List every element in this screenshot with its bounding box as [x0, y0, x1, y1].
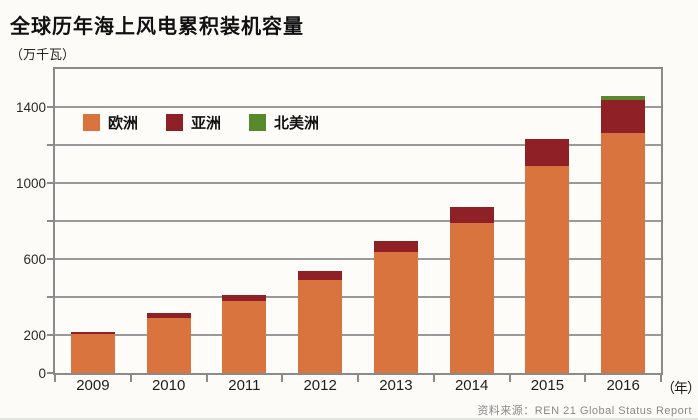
x-tick-2	[205, 375, 208, 382]
legend-label-north-america: 北美洲	[274, 115, 320, 132]
page-bottom-divider	[0, 418, 698, 420]
x-axis-label-2015: 2015	[530, 377, 565, 394]
x-axis-label-2014: 2014	[454, 377, 489, 394]
x-tick-7	[584, 375, 587, 382]
x-tick-3	[281, 375, 284, 382]
x-axis-label-2012: 2012	[303, 377, 337, 394]
y-axis-label-600: 600	[23, 251, 46, 267]
bar-2010-asia	[146, 313, 191, 318]
bar-2016-asia	[601, 100, 646, 133]
legend-entry-europe: 欧洲	[83, 112, 138, 133]
gridline-1000	[55, 182, 661, 184]
bar-2014-asia	[449, 206, 494, 223]
legend-swatch-north-america	[249, 114, 267, 131]
y-axis-label-1000: 1000	[15, 175, 46, 191]
bar-2011-asia	[222, 295, 267, 301]
legend-swatch-asia	[166, 114, 184, 131]
gridline-800	[55, 220, 661, 222]
legend-label-europe: 欧洲	[108, 115, 139, 132]
y-tick-600	[47, 258, 55, 260]
x-tick-5	[432, 375, 435, 382]
chart-title: 全球历年海上风电累积装机容量	[10, 16, 304, 38]
x-axis-label-2010: 2010	[151, 377, 186, 394]
y-tick-800	[47, 220, 55, 222]
bar-2012-europe	[298, 279, 343, 373]
bar-2015-asia	[525, 139, 570, 166]
bar-2012-asia	[298, 271, 343, 280]
y-axis-unit-label: （万千瓦）	[10, 47, 76, 62]
gridline-200	[55, 334, 661, 336]
legend: 欧洲 亚洲 北美洲	[83, 112, 319, 133]
x-axis-year-label: （年）	[661, 380, 698, 396]
y-axis-label-0: 0	[38, 365, 46, 381]
x-tick-0	[54, 375, 56, 382]
bar-2009-europe	[70, 334, 115, 373]
legend-swatch-europe	[83, 114, 100, 131]
bar-2015-europe	[525, 165, 570, 373]
bar-2011-europe	[222, 300, 267, 373]
plot-area: 欧洲 亚洲 北美洲	[47, 67, 663, 382]
y-tick-1000	[47, 182, 55, 184]
x-tick-1	[129, 375, 132, 382]
bar-2014-europe	[449, 222, 494, 373]
bar-2013-europe	[373, 252, 418, 373]
x-tick-6	[508, 375, 511, 382]
x-tick-4	[357, 375, 359, 382]
x-tick-8	[660, 375, 662, 382]
source-note: 资料来源：REN 21 Global Status Report	[477, 405, 692, 417]
bar-2009-asia	[70, 332, 115, 335]
x-axis-label-2009: 2009	[76, 377, 110, 394]
bar-2016-europe	[601, 132, 646, 373]
gridline-400	[55, 296, 661, 298]
x-axis-label-2011: 2011	[228, 377, 261, 394]
bar-2016-north-america	[601, 95, 646, 101]
y-tick-400	[47, 296, 55, 298]
y-tick-200	[47, 334, 55, 336]
y-tick-0	[47, 372, 55, 374]
bar-2013-asia	[373, 240, 418, 253]
legend-entry-asia: 亚洲	[166, 112, 221, 133]
y-tick-1400	[47, 106, 55, 108]
x-axis-label-2013: 2013	[379, 377, 413, 394]
y-tick-1200	[47, 144, 55, 146]
gridline-1200	[55, 144, 661, 146]
y-axis-label-200: 200	[23, 327, 46, 343]
x-axis-label-2016: 2016	[606, 377, 640, 394]
bar-2010-europe	[146, 317, 191, 373]
legend-label-asia: 亚洲	[191, 115, 222, 132]
y-axis-label-1400: 1400	[15, 99, 46, 115]
gridline-1400	[55, 106, 661, 108]
legend-entry-north-america: 北美洲	[249, 112, 319, 133]
gridline-600	[55, 258, 661, 260]
